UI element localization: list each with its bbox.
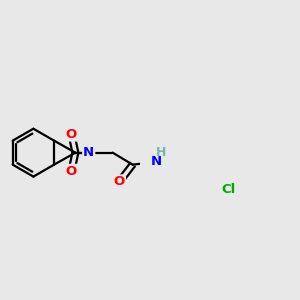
Text: O: O bbox=[114, 176, 125, 188]
Text: O: O bbox=[66, 165, 77, 178]
Text: Cl: Cl bbox=[221, 183, 236, 196]
Text: O: O bbox=[66, 128, 77, 140]
Text: N: N bbox=[151, 155, 162, 169]
Text: N: N bbox=[83, 146, 94, 159]
Text: H: H bbox=[156, 146, 166, 159]
